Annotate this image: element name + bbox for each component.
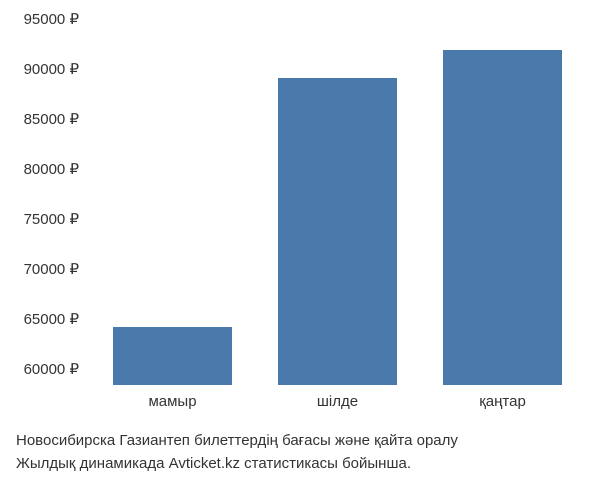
x-tick-label: мамыр <box>148 393 196 410</box>
chart-container: 60000 ₽65000 ₽70000 ₽75000 ₽80000 ₽85000… <box>0 0 600 500</box>
bar <box>278 78 397 385</box>
chart-caption: Новосибирска Газиантеп билеттердің бағас… <box>16 430 458 475</box>
bar <box>443 50 562 385</box>
caption-line-2: Жылдық динамикада Avticket.kz статистика… <box>16 453 458 476</box>
y-axis: 60000 ₽65000 ₽70000 ₽75000 ₽80000 ₽85000… <box>0 10 85 385</box>
bar <box>113 327 232 385</box>
bars-group <box>90 10 585 385</box>
x-axis: мамыр шілде қаңтар <box>90 393 585 418</box>
plot-area <box>90 10 585 385</box>
x-tick-label: шілде <box>317 393 358 410</box>
caption-line-1: Новосибирска Газиантеп билеттердің бағас… <box>16 430 458 453</box>
x-tick-label: қаңтар <box>479 393 526 410</box>
